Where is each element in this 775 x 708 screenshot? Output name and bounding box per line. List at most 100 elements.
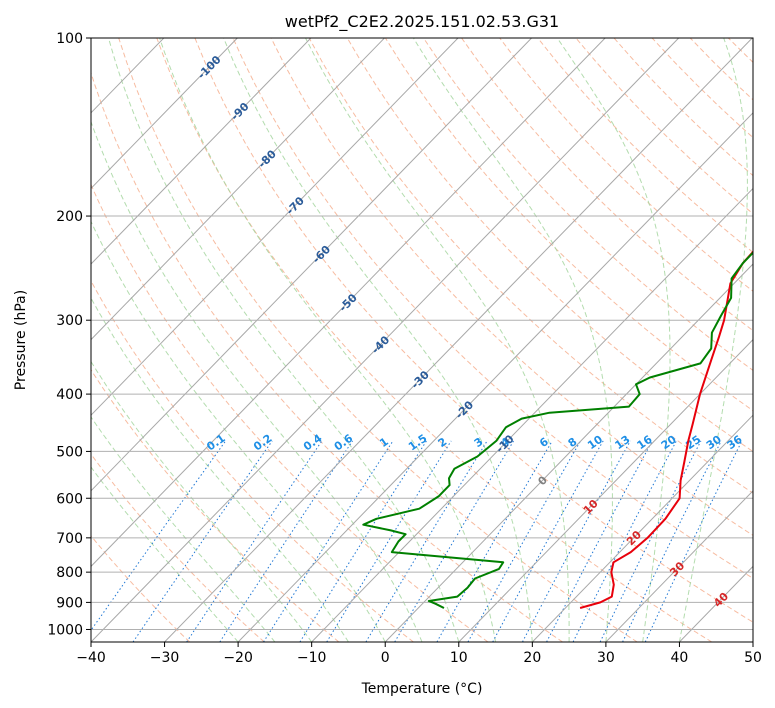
- moist-adiabat: [91, 416, 276, 642]
- dry-adiabat: [91, 453, 265, 642]
- isotherm-line: [237, 112, 753, 642]
- mixing-ratio-line: [365, 440, 488, 642]
- dry-adiabat: [91, 183, 489, 642]
- x-tick-label: 40: [671, 650, 689, 666]
- moist-adiabat: [91, 220, 386, 642]
- y-tick-label: 600: [56, 491, 83, 507]
- isotherm-line: [531, 414, 753, 642]
- isotherm-line: [91, 38, 385, 341]
- isotherm-line: [384, 263, 753, 642]
- moist-adiabat: [91, 360, 313, 642]
- mixing-ratio-label: 0.1: [204, 432, 227, 454]
- mixing-ratio-label: 0.6: [332, 431, 356, 453]
- isotherm-line: [91, 38, 606, 568]
- x-tick-label: 10: [450, 650, 468, 666]
- moist-adiabat: [678, 38, 748, 642]
- y-axis-label: Pressure (hPa): [13, 290, 29, 390]
- isotherm-line: [91, 38, 238, 190]
- y-tick-label: 500: [56, 444, 83, 460]
- x-axis-label: Temperature (°C): [361, 681, 483, 697]
- x-tick-label: −30: [150, 650, 180, 666]
- isotherm-line: [91, 38, 312, 265]
- mixing-ratio-label: 3: [472, 435, 486, 450]
- x-tick-label: −20: [223, 650, 253, 666]
- moist-adiabat: [223, 38, 533, 642]
- mixing-ratio-label: 10: [585, 433, 605, 453]
- isotherm-line: [605, 490, 753, 642]
- dry-adiabat: [91, 535, 191, 642]
- dry-adiabat: [91, 71, 563, 642]
- x-axis-ticks: −40 −30 −20 −10 0 10 20 30 40 50: [76, 642, 762, 666]
- dry-adiabat: [537, 38, 753, 254]
- x-tick-label: 0: [381, 650, 390, 666]
- x-tick-label: 20: [523, 650, 541, 666]
- y-tick-label: 800: [56, 565, 83, 581]
- x-tick-label: −10: [297, 650, 327, 666]
- mixing-ratio-line: [263, 440, 394, 642]
- x-tick-label: 50: [744, 650, 762, 666]
- mixing-ratio-label: 0.4: [301, 431, 325, 453]
- mixing-ratio-line: [599, 440, 702, 642]
- isotherm-line: [91, 38, 680, 642]
- mixing-ratio-line: [186, 440, 323, 642]
- dry-adiabat: [91, 368, 340, 642]
- profile-series: [362, 250, 753, 609]
- x-tick-label: −40: [76, 650, 106, 666]
- dry-adiabat: [118, 38, 638, 642]
- dry-adiabat: [270, 38, 753, 536]
- moist-adiabat: [556, 38, 671, 642]
- moist-adiabat: [412, 38, 613, 642]
- isotherm-label: -100: [195, 53, 224, 82]
- chart-title: wetPf2_C2E2.2025.151.02.53.G31: [285, 12, 559, 32]
- isotherm-line: [164, 38, 753, 642]
- mixing-ratio-line: [299, 440, 427, 642]
- mixing-ratio-label: 16: [635, 433, 655, 453]
- mixing-ratio-label: 30: [704, 433, 724, 453]
- moist-adiabat: [91, 297, 349, 642]
- y-tick-label: 400: [56, 387, 83, 403]
- y-tick-label: 700: [56, 531, 83, 547]
- mixing-ratio-label: 1.5: [406, 432, 429, 454]
- dry-adiabat: [232, 38, 753, 579]
- y-tick-label: 900: [56, 595, 83, 611]
- isotherm-line: [91, 38, 459, 416]
- y-tick-label: 200: [56, 209, 83, 225]
- mixing-ratio-line: [132, 440, 273, 642]
- mixing-ratio-label: 20: [659, 433, 679, 453]
- moist-adiabat: [305, 38, 570, 642]
- dry-adiabat: [91, 279, 414, 642]
- dry-adiabat: [423, 38, 753, 371]
- isotherm-line: [91, 38, 532, 492]
- mixing-ratio-label: 36: [725, 433, 745, 453]
- moist-adiabat: [159, 38, 497, 642]
- dewpoint-line: [362, 251, 753, 609]
- dry-adiabat: [499, 38, 753, 292]
- dry-adiabat: [194, 38, 753, 623]
- y-axis-ticks: 100 200 300 400 500 600 700 800 900 1000: [47, 31, 91, 638]
- plot-frame: [90, 37, 754, 643]
- isotherm-line: [752, 641, 753, 642]
- dry-adiabat: [766, 38, 775, 642]
- dry-adiabat: [384, 38, 753, 412]
- temperature-line: [579, 250, 753, 609]
- mixing-ratio-label: 1: [377, 435, 391, 450]
- mixing-ratio-line: [467, 440, 582, 642]
- moist-adiabat: [91, 466, 239, 642]
- gridlines: [91, 38, 753, 642]
- y-tick-label: 100: [56, 31, 83, 47]
- x-tick-label: 30: [597, 650, 615, 666]
- dry-adiabat: [308, 38, 753, 494]
- isotherm-line: [311, 187, 753, 642]
- dry-adiabat: [689, 38, 753, 101]
- y-tick-label: 1000: [47, 622, 83, 638]
- dry-adiabat: [727, 38, 753, 63]
- y-tick-label: 300: [56, 313, 83, 329]
- mixing-ratio-line: [219, 440, 354, 642]
- mixing-ratio-line: [326, 440, 452, 642]
- moist-adiabat: [91, 120, 423, 642]
- mixing-ratio-line: [492, 440, 604, 642]
- dry-adiabat: [156, 38, 713, 642]
- moist-adiabat: [108, 38, 460, 642]
- dry-adiabat: [651, 38, 753, 139]
